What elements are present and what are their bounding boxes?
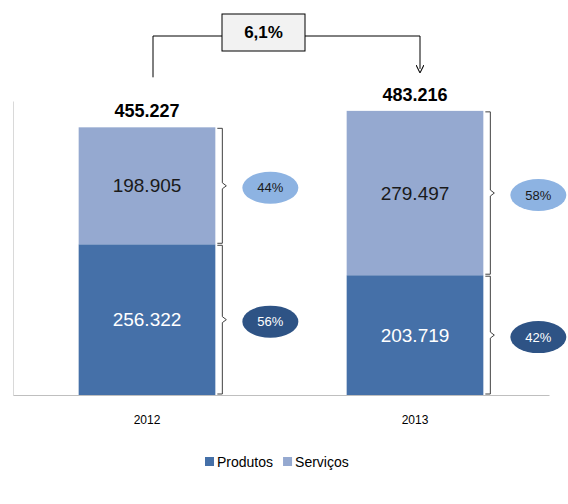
percent-label: 42% xyxy=(525,330,551,345)
percent-label: 58% xyxy=(525,188,551,203)
legend: Produtos Serviços xyxy=(205,454,349,470)
bar-segment xyxy=(347,275,484,395)
x-axis-line xyxy=(14,395,550,396)
legend-label: Produtos xyxy=(217,454,273,470)
x-tick: 2013 xyxy=(402,395,429,427)
connector-arrow xyxy=(305,36,420,69)
percent-bubble xyxy=(510,179,566,211)
y-axis xyxy=(13,102,14,396)
connector xyxy=(153,36,222,77)
annotation-box xyxy=(222,14,305,51)
data-label: 198.905 xyxy=(113,175,182,196)
bracket xyxy=(217,128,226,243)
percent-label: 56% xyxy=(257,314,283,329)
x-tick: 2012 xyxy=(134,395,161,427)
x-tick-label: 2013 xyxy=(402,413,429,427)
x-tick-label: 2012 xyxy=(134,413,161,427)
bracket xyxy=(485,112,494,274)
bracket xyxy=(485,276,494,394)
bar-segment xyxy=(347,111,484,275)
bars xyxy=(79,111,484,395)
data-label: 203.719 xyxy=(381,325,450,346)
legend-label: Serviços xyxy=(295,454,349,470)
percent-bubble xyxy=(242,172,298,204)
legend-item: Serviços xyxy=(283,454,349,470)
x-axis: 2012 2013 xyxy=(14,395,550,427)
bracket xyxy=(217,245,226,394)
legend-item: Produtos xyxy=(205,454,273,470)
bar-segment xyxy=(79,244,216,395)
chart: 256.322 56% 203.719 42% 198.905 44% 279.497 58%… xyxy=(0,0,568,504)
legend-swatch xyxy=(283,457,292,466)
y-axis-line xyxy=(13,102,14,396)
total-label: 483.216 xyxy=(382,85,447,105)
percent-bubble xyxy=(242,306,298,338)
growth-annotation: 6,1% xyxy=(153,14,420,77)
percent-label: 44% xyxy=(257,180,283,195)
data-label: 256.322 xyxy=(113,309,182,330)
data-label: 279.497 xyxy=(381,183,450,204)
legend-swatch xyxy=(205,457,214,466)
labels: 256.322 56% 203.719 42% 198.905 44% 279.497 58%… xyxy=(113,85,567,394)
percent-bubble xyxy=(510,321,566,353)
bar-segment xyxy=(79,127,216,244)
total-label: 455.227 xyxy=(114,101,179,121)
annotation-text: 6,1% xyxy=(244,23,283,42)
